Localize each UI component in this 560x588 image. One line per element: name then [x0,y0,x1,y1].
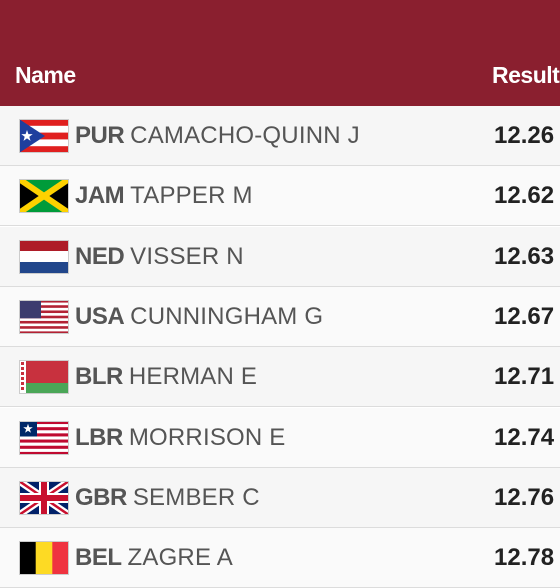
table-header: Name Result [0,0,560,106]
country-flag [19,239,69,274]
country-code: NED [75,242,125,270]
result-time: 12.67 [494,302,555,330]
athlete-name: HERMAN E [128,363,258,391]
result-time: 12.63 [494,242,555,270]
country-flag [19,420,69,455]
athlete-name: SEMBER C [132,483,260,511]
country-flag [19,299,69,335]
table-row: BEL ZAGRE A 12.78 [0,528,560,588]
flag-image [19,239,69,274]
country-code: BEL [75,544,122,572]
country-code: GBR [75,483,127,511]
country-flag [19,119,69,154]
athlete-name: CUNNINGHAM G [130,302,324,330]
result-time: 12.26 [494,122,555,149]
country-flag [17,176,71,216]
country-flag [17,477,71,518]
table-row: GBR SEMBER C 12.76 [0,467,560,528]
result-time: 12.78 [494,544,555,572]
table-row: JAM TAPPER M 12.62 [0,166,560,227]
flag-image [19,541,70,576]
flag-image [19,360,69,395]
country-flag [19,541,70,576]
table-row: USA CUNNINGHAM G 12.67 [0,286,560,347]
athlete-name: CAMACHO-QUINN J [130,122,360,149]
result-time: 12.62 [494,182,555,210]
result-time: 12.74 [494,423,555,451]
header-cell: Result [492,62,560,88]
country-flag [19,360,69,395]
flag-image [17,176,71,216]
athlete-name: TAPPER M [130,182,253,210]
country-code: PUR [75,122,125,149]
flag-image [17,477,71,518]
result-time: 12.71 [494,363,555,391]
table-row: BLR HERMAN E 12.71 [0,347,560,408]
country-code: JAM [75,182,125,210]
header-cell: Name [15,62,76,88]
flag-image [19,420,69,455]
athlete-name: ZAGRE A [127,544,233,572]
table-row: NED VISSER N 12.63 [0,226,560,287]
country-code: LBR [75,423,123,451]
result-time: 12.76 [494,483,555,511]
flag-image [19,119,69,154]
flag-image [19,299,69,335]
country-code: BLR [75,363,123,391]
country-code: USA [75,302,125,330]
athlete-name: MORRISON E [128,423,286,451]
table-row: PUR CAMACHO-QUINN J 12.26 [0,106,560,166]
table-row: LBR MORRISON E 12.74 [0,407,560,468]
athlete-name: VISSER N [130,242,244,270]
